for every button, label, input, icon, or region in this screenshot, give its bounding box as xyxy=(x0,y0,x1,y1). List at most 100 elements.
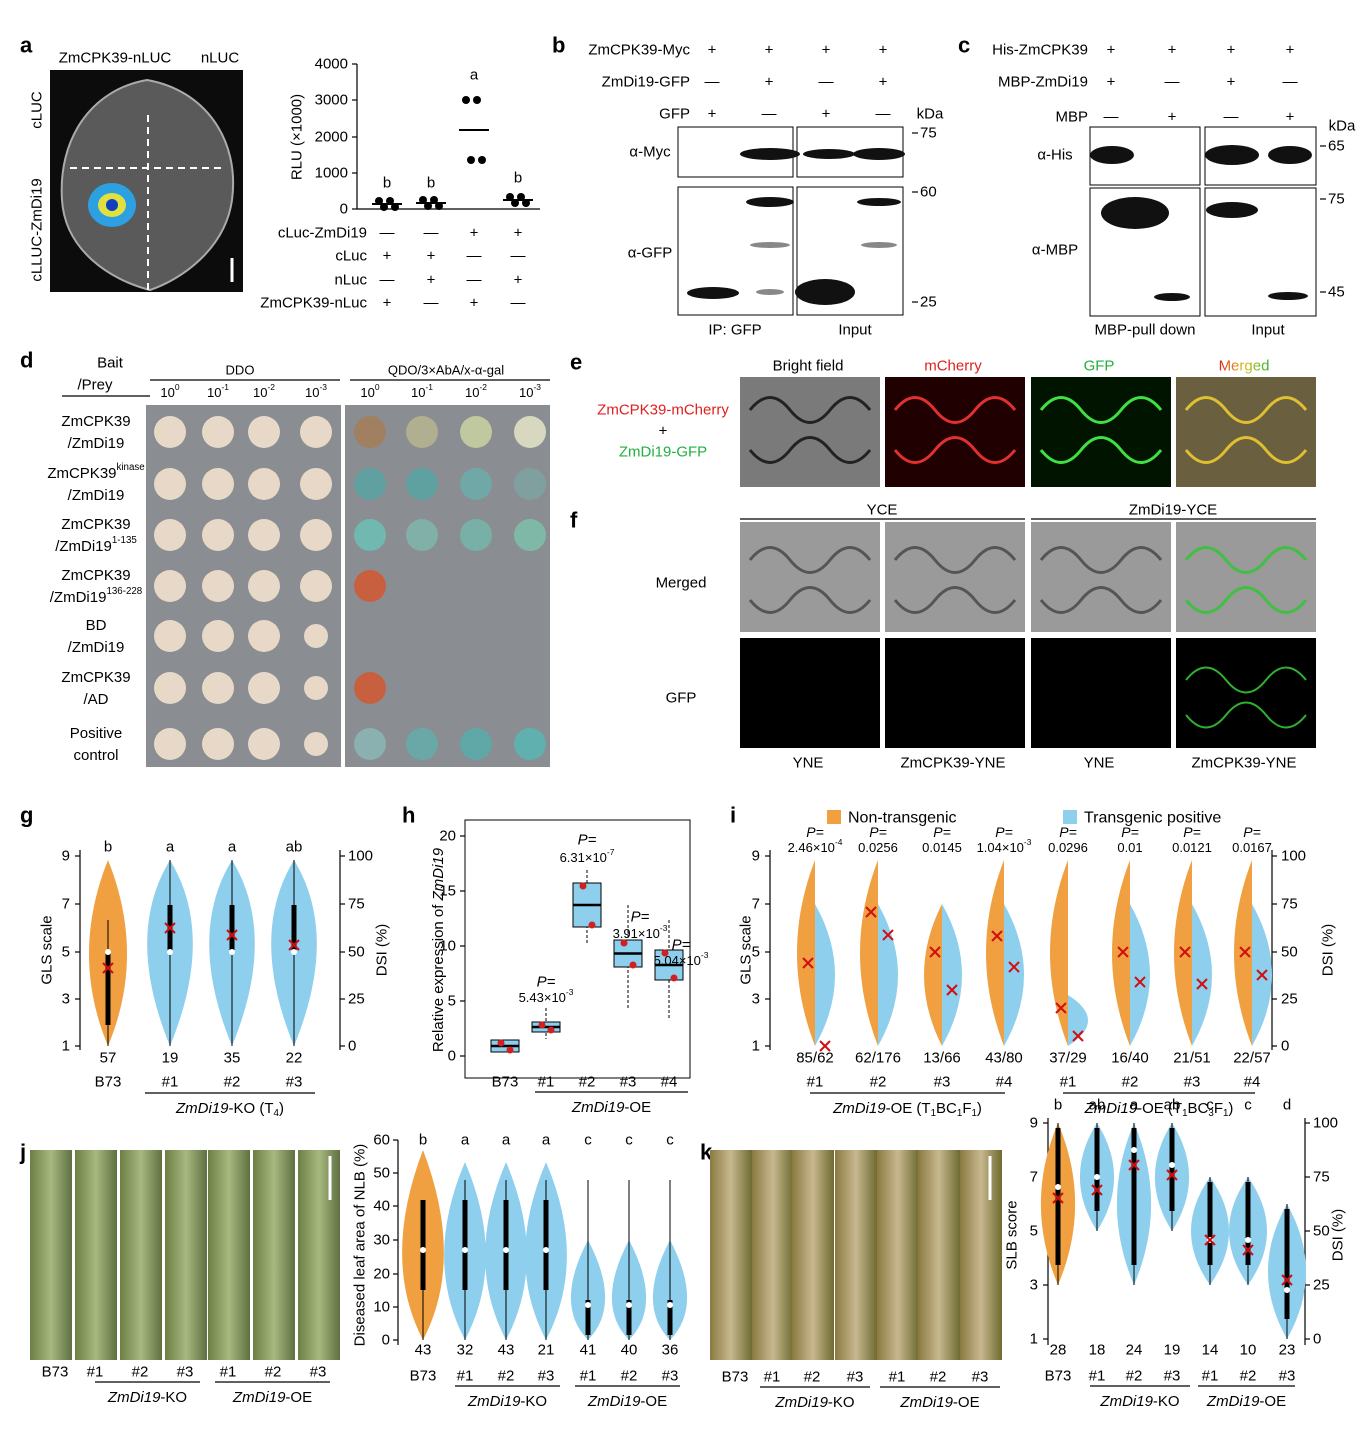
label: #3 xyxy=(1279,1368,1296,1385)
label: — xyxy=(424,295,439,312)
label: 0.01 xyxy=(1117,840,1142,855)
label: + xyxy=(1286,42,1295,59)
label: b xyxy=(383,175,391,192)
label: b xyxy=(427,175,435,192)
half-violin xyxy=(797,860,815,1046)
label: 85/62 xyxy=(796,1050,834,1067)
label: 100 xyxy=(1313,1115,1338,1132)
label: c xyxy=(584,1132,592,1149)
dot xyxy=(424,202,432,210)
text-part: -3 xyxy=(1024,837,1032,847)
band xyxy=(756,289,784,295)
label: ab xyxy=(1164,1097,1181,1114)
mean-mark xyxy=(288,939,300,951)
label: 37/29 xyxy=(1049,1050,1087,1067)
label: — xyxy=(1165,74,1180,91)
label: b xyxy=(419,1132,427,1149)
label: ZmDi19-GFP xyxy=(602,74,690,91)
mean-mark xyxy=(1281,1274,1293,1286)
dot xyxy=(517,193,525,201)
text-part: kinase xyxy=(117,462,145,473)
label: MBP xyxy=(1055,109,1088,126)
label: 5.04×10-3 xyxy=(654,950,709,968)
label: BD xyxy=(86,617,107,634)
label: YCE xyxy=(867,502,898,519)
label: 22/57 xyxy=(1233,1050,1271,1067)
band xyxy=(746,197,794,207)
label: + xyxy=(514,225,523,242)
label: B73 xyxy=(95,1074,122,1091)
label: 14 xyxy=(1202,1342,1219,1359)
label: Merged xyxy=(656,575,707,592)
label: #2 xyxy=(930,1369,947,1386)
yeast-spot xyxy=(202,570,234,602)
leaf-photo xyxy=(253,1150,295,1360)
label: B73 xyxy=(1045,1368,1072,1385)
label: Bright field xyxy=(773,358,844,375)
yeast-spot xyxy=(460,416,492,448)
label: P= xyxy=(631,909,650,926)
label: #1 xyxy=(87,1364,104,1381)
band xyxy=(750,242,790,248)
label: + xyxy=(427,272,436,289)
label: 3000 xyxy=(315,92,348,109)
label: P= xyxy=(806,824,824,840)
label: #3 xyxy=(620,1074,637,1091)
half-violin xyxy=(815,904,835,1046)
text-part: ZmDi19 xyxy=(467,1393,521,1410)
label: + xyxy=(765,42,774,59)
label: 1 xyxy=(752,1038,760,1055)
text-part: -KO xyxy=(1153,1393,1180,1410)
median xyxy=(1055,1184,1061,1190)
label: #3 xyxy=(177,1364,194,1381)
label: — xyxy=(424,225,439,242)
label: 25 xyxy=(920,294,937,311)
yeast-spot xyxy=(202,468,234,500)
text-part: ZmDi19 xyxy=(232,1389,286,1406)
label: Input xyxy=(1251,322,1285,339)
label: control xyxy=(73,747,118,764)
label: 43 xyxy=(415,1342,432,1359)
dot xyxy=(435,202,443,210)
label: 43/80 xyxy=(985,1050,1023,1067)
label: α-GFP xyxy=(628,245,673,262)
dot xyxy=(506,1046,514,1054)
median xyxy=(1169,1162,1175,1168)
label: #2 xyxy=(498,1368,515,1385)
text-part: ZmDi19 xyxy=(175,1100,229,1117)
label: #3 xyxy=(310,1364,327,1381)
panel-label: e xyxy=(570,350,582,375)
label: DSI (%) xyxy=(374,924,391,977)
yeast-spot xyxy=(514,728,546,760)
mean-mark xyxy=(1117,946,1129,958)
label: — xyxy=(511,295,526,312)
yeast-spot xyxy=(248,416,280,448)
yeast-spot xyxy=(514,416,546,448)
label: P= xyxy=(1243,824,1261,840)
label: ZmDi19-OE xyxy=(587,1393,667,1410)
label: 75 xyxy=(1328,191,1345,208)
dot xyxy=(478,156,486,164)
label: DSI (%) xyxy=(1320,924,1337,977)
band xyxy=(1154,293,1190,301)
label: YNE xyxy=(793,755,824,772)
text-part: 1 xyxy=(1223,1108,1228,1119)
median xyxy=(626,1302,632,1308)
text-part: /ZmDi19 xyxy=(68,639,125,656)
text-part: ) xyxy=(1228,1100,1233,1117)
dot xyxy=(467,156,475,164)
label: ZmCPK39-Myc xyxy=(588,42,690,59)
label: c xyxy=(1244,1097,1252,1114)
panel-label: f xyxy=(570,508,578,533)
label: ZmCPK39-nLUC xyxy=(59,50,172,67)
text-part: 0 xyxy=(375,382,380,392)
label: + xyxy=(1227,74,1236,91)
label: ZmDi19-KO (T4) xyxy=(175,1100,284,1120)
label: #1 xyxy=(807,1074,824,1091)
label: 13/66 xyxy=(923,1050,961,1067)
label: 60 xyxy=(373,1132,390,1149)
mean-mark xyxy=(1179,946,1191,958)
cell-outline xyxy=(748,546,872,614)
label: + xyxy=(470,295,479,312)
label: 2.46×10-4 xyxy=(788,837,843,855)
